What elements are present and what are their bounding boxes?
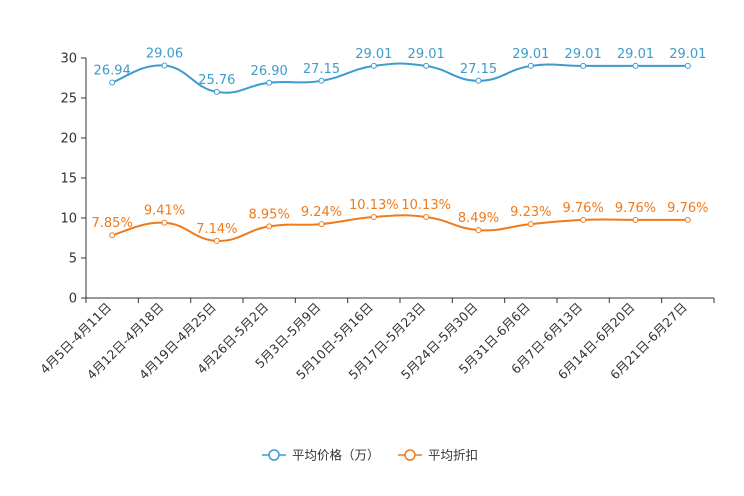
data-point[interactable] — [318, 221, 325, 228]
data-point[interactable] — [580, 216, 587, 223]
data-label: 8.95% — [249, 207, 290, 222]
data-point[interactable] — [266, 79, 273, 86]
data-point[interactable] — [213, 237, 220, 244]
data-point[interactable] — [684, 216, 691, 223]
data-point[interactable] — [684, 62, 691, 69]
data-label: 9.76% — [615, 201, 656, 216]
data-label: 8.49% — [458, 211, 499, 226]
x-tick-labels: 4月5日-4月11日4月12日-4月18日4月19日-4月25日4月26日-5月… — [37, 300, 690, 383]
data-point[interactable] — [318, 77, 325, 84]
data-point[interactable] — [580, 62, 587, 69]
data-point[interactable] — [370, 213, 377, 220]
y-tick-label: 5 — [69, 252, 77, 267]
data-point[interactable] — [632, 216, 639, 223]
data-label: 29.01 — [565, 47, 602, 62]
data-label: 27.15 — [303, 62, 340, 77]
data-label: 27.15 — [460, 62, 497, 77]
data-point[interactable] — [527, 221, 534, 228]
data-label: 7.85% — [92, 216, 133, 231]
data-label: 26.94 — [94, 63, 131, 78]
data-point[interactable] — [423, 213, 430, 220]
data-label: 29.01 — [669, 47, 706, 62]
data-label: 29.01 — [512, 47, 549, 62]
data-point[interactable] — [527, 62, 534, 69]
data-label: 9.76% — [667, 201, 708, 216]
series-line — [111, 214, 688, 242]
y-tick-label: 10 — [60, 212, 77, 227]
data-point[interactable] — [109, 232, 116, 239]
data-point[interactable] — [475, 227, 482, 234]
data-label: 25.76 — [198, 73, 235, 88]
y-tick-label: 20 — [60, 132, 77, 147]
series-2: 7.85% 9.41% 7.14% 8.95% 9.24% 10.13% 10.13% 8.4… — [92, 198, 708, 244]
y-tick-label: 25 — [60, 92, 77, 107]
data-label: 9.23% — [510, 205, 551, 220]
y-tick-label: 15 — [60, 172, 77, 187]
data-label: 9.76% — [563, 201, 604, 216]
y-tick-label: 30 — [60, 52, 77, 67]
data-point[interactable] — [109, 79, 116, 86]
data-label: 26.90 — [251, 64, 288, 79]
series-layer: 26.94 29.06 25.76 26.90 27.15 29.01 29.01 27.15… — [92, 47, 708, 244]
data-label: 10.13% — [349, 198, 399, 213]
legend[interactable]: 平均价格（万） 平均折扣 — [262, 448, 478, 463]
data-point[interactable] — [161, 219, 168, 226]
data-point[interactable] — [266, 223, 273, 230]
legend-label: 平均价格（万） — [292, 448, 380, 463]
data-label: 9.24% — [301, 205, 342, 220]
data-point[interactable] — [423, 62, 430, 69]
data-point[interactable] — [475, 77, 482, 84]
data-point[interactable] — [161, 62, 168, 69]
data-label: 10.13% — [401, 198, 451, 213]
data-point[interactable] — [213, 88, 220, 95]
y-tick-label: 0 — [69, 292, 77, 307]
data-label: 7.14% — [196, 222, 237, 237]
data-point[interactable] — [632, 62, 639, 69]
legend-marker-icon — [268, 449, 280, 461]
data-label: 29.01 — [617, 47, 654, 62]
legend-label: 平均折扣 — [428, 448, 478, 463]
data-label: 29.01 — [408, 47, 445, 62]
series-line — [111, 62, 688, 94]
data-label: 29.01 — [355, 47, 392, 62]
legend-marker-icon — [404, 449, 416, 461]
legend-item[interactable]: 平均折扣 — [398, 448, 478, 463]
data-point[interactable] — [370, 62, 377, 69]
axes: 0 5 10 15 20 25 30 — [60, 52, 715, 307]
series-1: 26.94 29.06 25.76 26.90 27.15 29.01 29.01 27.15… — [94, 47, 706, 95]
data-label: 29.06 — [146, 47, 183, 62]
legend-item[interactable]: 平均价格（万） — [262, 448, 380, 463]
data-label: 9.41% — [144, 204, 185, 219]
